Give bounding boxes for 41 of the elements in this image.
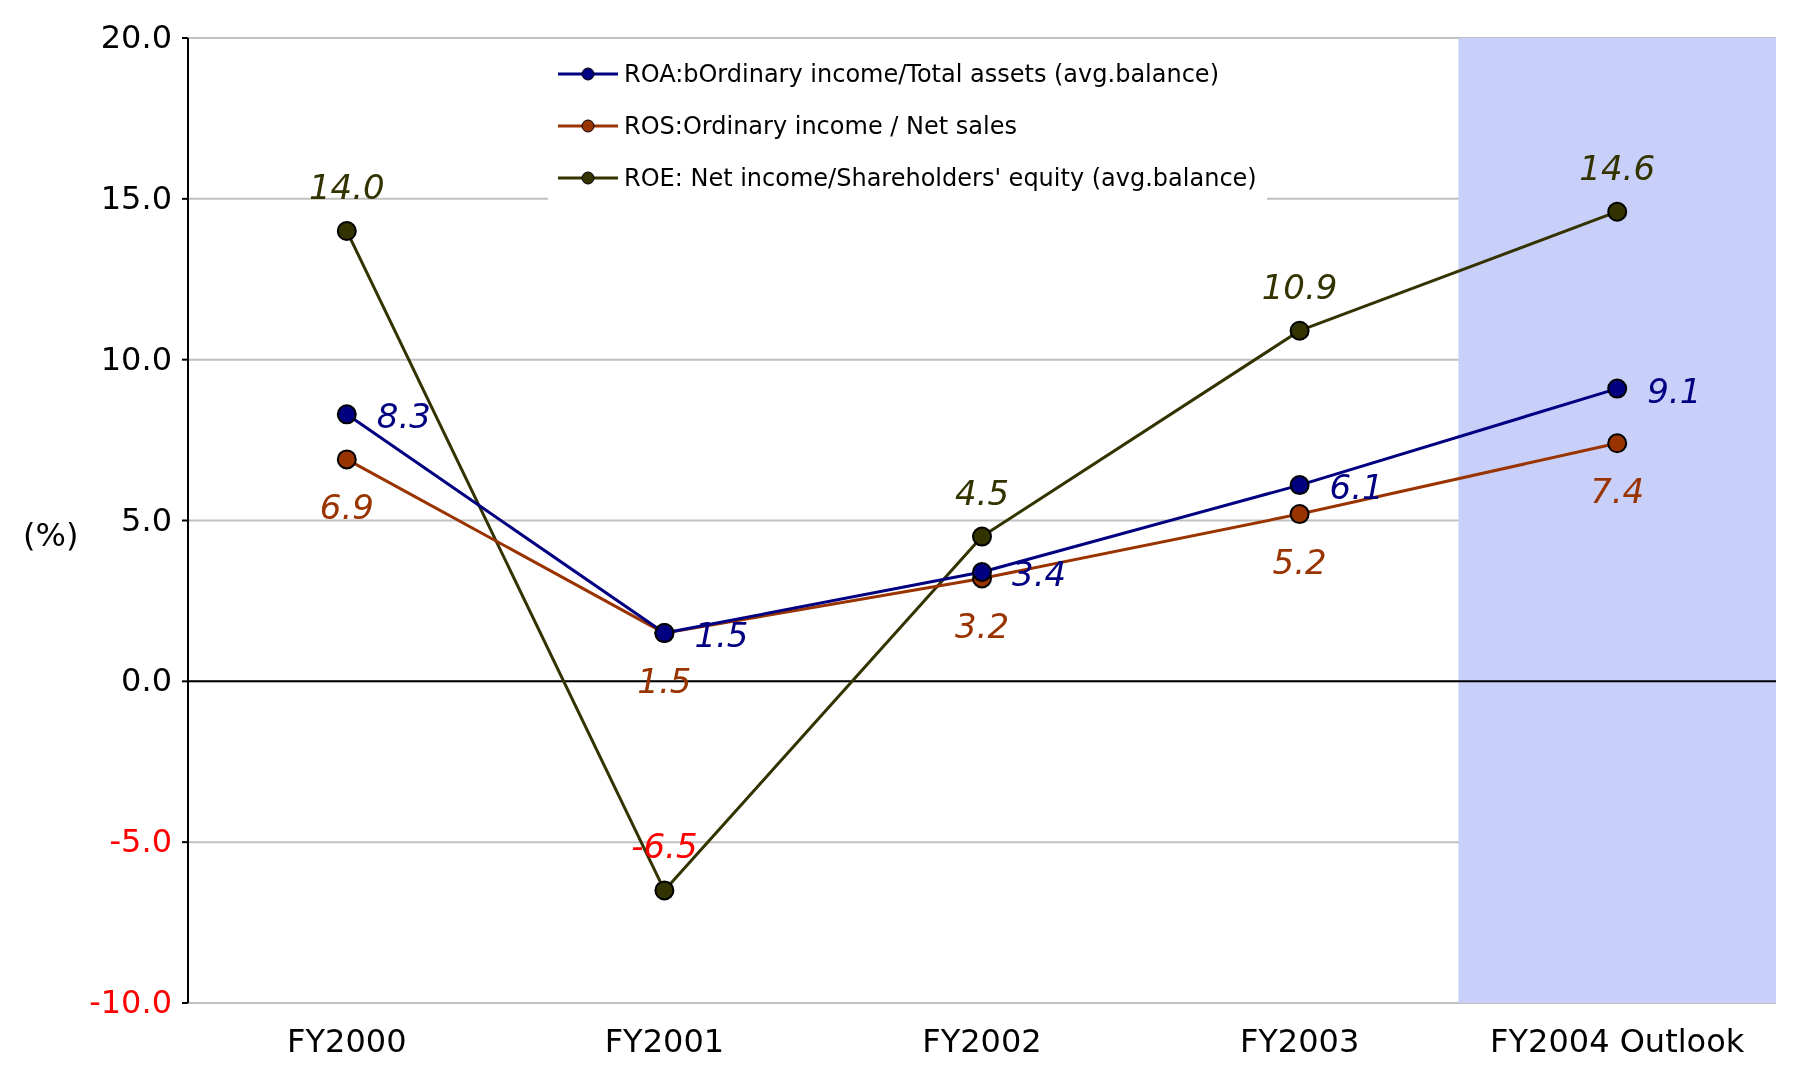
y-tick-label: 15.0 [100, 178, 172, 217]
point [972, 561, 992, 582]
data-label: 9.1 [1647, 370, 1702, 411]
point [1289, 475, 1310, 496]
point [1289, 504, 1310, 525]
data-label: 14.0 [308, 167, 385, 207]
point [654, 880, 675, 901]
data-label: 10.9 [1261, 266, 1338, 307]
legend-label: ROE: Net income/Shareholders' equity (avg.balance) [624, 163, 1257, 194]
point [336, 221, 357, 241]
legend-label: ROA:bOrdinary income/Total assets (avg.balance) [624, 59, 1219, 90]
point [336, 449, 357, 470]
point [1607, 433, 1628, 454]
point [1607, 201, 1628, 222]
x-tick-label: FY2003 [1239, 1021, 1360, 1060]
point [972, 526, 992, 547]
data-label: 14.6 [1579, 147, 1656, 188]
point [1289, 320, 1310, 341]
x-tick-label: FY2001 [604, 1021, 725, 1060]
legend-label: ROS:Ordinary income / Net sales [624, 111, 1017, 142]
data-label: 6.9 [319, 487, 374, 528]
data-label: 4.5 [954, 472, 1010, 513]
data-label: 5.2 [1272, 542, 1327, 583]
data-label: 8.3 [376, 396, 431, 437]
y-tick-label: -10.0 [89, 983, 172, 1021]
y-tick-label: -5.0 [109, 822, 172, 861]
x-tick-label: FY2004 Outlook [1490, 1021, 1745, 1060]
y-tick-label: 20.0 [100, 18, 172, 56]
point [336, 404, 357, 425]
y-tick-label: 0.0 [121, 661, 172, 700]
point [1607, 378, 1628, 399]
y-tick-label: 5.0 [121, 500, 172, 539]
data-label: 7.4 [1590, 471, 1645, 512]
data-label: 3.4 [1012, 553, 1067, 594]
y-axis-title: (%) [23, 515, 79, 554]
x-tick-label: FY2000 [287, 1021, 407, 1060]
y-tick-label: 10.0 [100, 339, 172, 378]
data-label: 3.2 [954, 606, 1010, 647]
data-label: 1.5 [694, 615, 749, 656]
data-label: 6.1 [1329, 467, 1384, 508]
x-tick-label: FY2002 [922, 1021, 1042, 1060]
